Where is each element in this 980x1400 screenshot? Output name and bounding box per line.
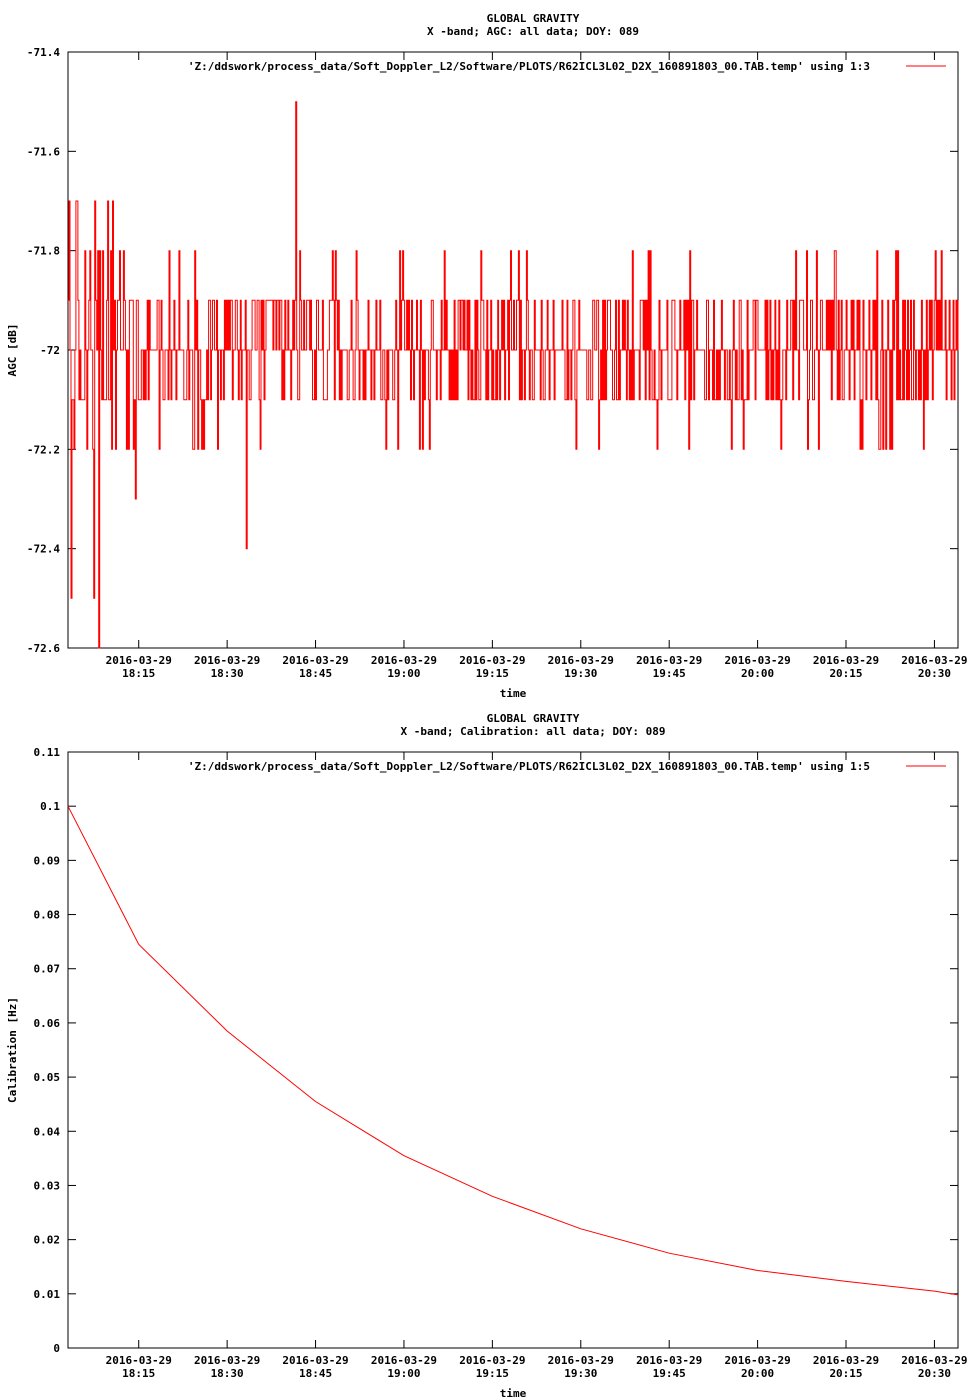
x-tick-date: 2016-03-29 xyxy=(636,654,702,667)
x-tick-date: 2016-03-29 xyxy=(194,654,260,667)
y-tick-label: 0.1 xyxy=(40,800,60,813)
y-tick-label: -72 xyxy=(40,344,60,357)
x-tick-time: 19:45 xyxy=(653,1367,686,1380)
plot-frame xyxy=(67,751,959,1349)
y-tick-label: -72.6 xyxy=(27,642,60,655)
y-tick-label: 0.09 xyxy=(34,854,61,867)
series-line xyxy=(68,101,959,649)
x-axis-label: time xyxy=(500,1387,527,1400)
y-tick-label: 0.11 xyxy=(34,746,61,759)
x-tick-time: 20:15 xyxy=(829,667,862,680)
x-tick-date: 2016-03-29 xyxy=(813,1354,879,1367)
x-tick-date: 2016-03-29 xyxy=(901,1354,967,1367)
x-tick-time: 20:00 xyxy=(741,667,774,680)
x-tick-time: 18:45 xyxy=(299,1367,332,1380)
x-tick-time: 20:00 xyxy=(741,1367,774,1380)
series-line xyxy=(67,805,959,1296)
x-tick-time: 19:15 xyxy=(476,667,509,680)
x-tick-time: 19:30 xyxy=(564,1367,597,1380)
y-tick-label: 0.06 xyxy=(34,1017,61,1030)
x-tick-date: 2016-03-29 xyxy=(106,1354,172,1367)
x-tick-time: 19:30 xyxy=(564,667,597,680)
x-tick-time: 18:15 xyxy=(122,1367,155,1380)
x-tick-date: 2016-03-29 xyxy=(901,654,967,667)
y-tick-label: 0.08 xyxy=(34,909,61,922)
x-tick-date: 2016-03-29 xyxy=(194,1354,260,1367)
x-tick-time: 20:15 xyxy=(829,1367,862,1380)
x-tick-time: 19:15 xyxy=(476,1367,509,1380)
y-tick-label: 0.05 xyxy=(34,1071,61,1084)
y-axis-label: Calibration [Hz] xyxy=(6,997,19,1103)
x-tick-date: 2016-03-29 xyxy=(282,654,348,667)
legend-label: 'Z:/ddswork/process_data/Soft_Doppler_L2… xyxy=(188,60,870,73)
y-tick-label: 0.03 xyxy=(34,1179,61,1192)
y-tick-label: 0.01 xyxy=(34,1288,61,1301)
x-tick-time: 19:00 xyxy=(387,667,420,680)
x-tick-date: 2016-03-29 xyxy=(459,654,525,667)
x-tick-date: 2016-03-29 xyxy=(813,654,879,667)
x-tick-date: 2016-03-29 xyxy=(106,654,172,667)
x-tick-date: 2016-03-29 xyxy=(459,1354,525,1367)
x-tick-date: 2016-03-29 xyxy=(636,1354,702,1367)
chart-subtitle: X -band; AGC: all data; DOY: 089 xyxy=(427,25,639,38)
y-tick-label: 0.02 xyxy=(34,1234,61,1247)
y-tick-label: 0 xyxy=(53,1342,60,1355)
x-tick-date: 2016-03-29 xyxy=(282,1354,348,1367)
y-axis-label: AGC [dB] xyxy=(6,324,19,377)
x-tick-time: 18:45 xyxy=(299,667,332,680)
x-tick-date: 2016-03-29 xyxy=(548,1354,614,1367)
chart-subtitle: X -band; Calibration: all data; DOY: 089 xyxy=(401,725,666,738)
x-axis-label: time xyxy=(500,687,527,700)
y-tick-label: -72.2 xyxy=(27,443,60,456)
y-tick-label: -71.4 xyxy=(27,46,60,59)
x-tick-date: 2016-03-29 xyxy=(724,1354,790,1367)
x-tick-time: 20:30 xyxy=(918,1367,951,1380)
y-tick-label: -72.4 xyxy=(27,543,60,556)
legend-label: 'Z:/ddswork/process_data/Soft_Doppler_L2… xyxy=(188,760,870,773)
x-tick-time: 18:30 xyxy=(211,1367,244,1380)
y-tick-label: 0.07 xyxy=(34,963,61,976)
x-tick-time: 18:15 xyxy=(122,667,155,680)
x-tick-date: 2016-03-29 xyxy=(724,654,790,667)
y-tick-label: -71.8 xyxy=(27,245,60,258)
x-tick-time: 19:45 xyxy=(653,667,686,680)
chart-title: GLOBAL GRAVITY xyxy=(487,12,580,25)
y-tick-label: 0.04 xyxy=(34,1125,61,1138)
x-tick-date: 2016-03-29 xyxy=(371,1354,437,1367)
y-tick-label: -71.6 xyxy=(27,145,60,158)
x-tick-time: 18:30 xyxy=(211,667,244,680)
x-tick-time: 20:30 xyxy=(918,667,951,680)
x-tick-date: 2016-03-29 xyxy=(548,654,614,667)
chart-title: GLOBAL GRAVITY xyxy=(487,712,580,725)
x-tick-time: 19:00 xyxy=(387,1367,420,1380)
x-tick-date: 2016-03-29 xyxy=(371,654,437,667)
